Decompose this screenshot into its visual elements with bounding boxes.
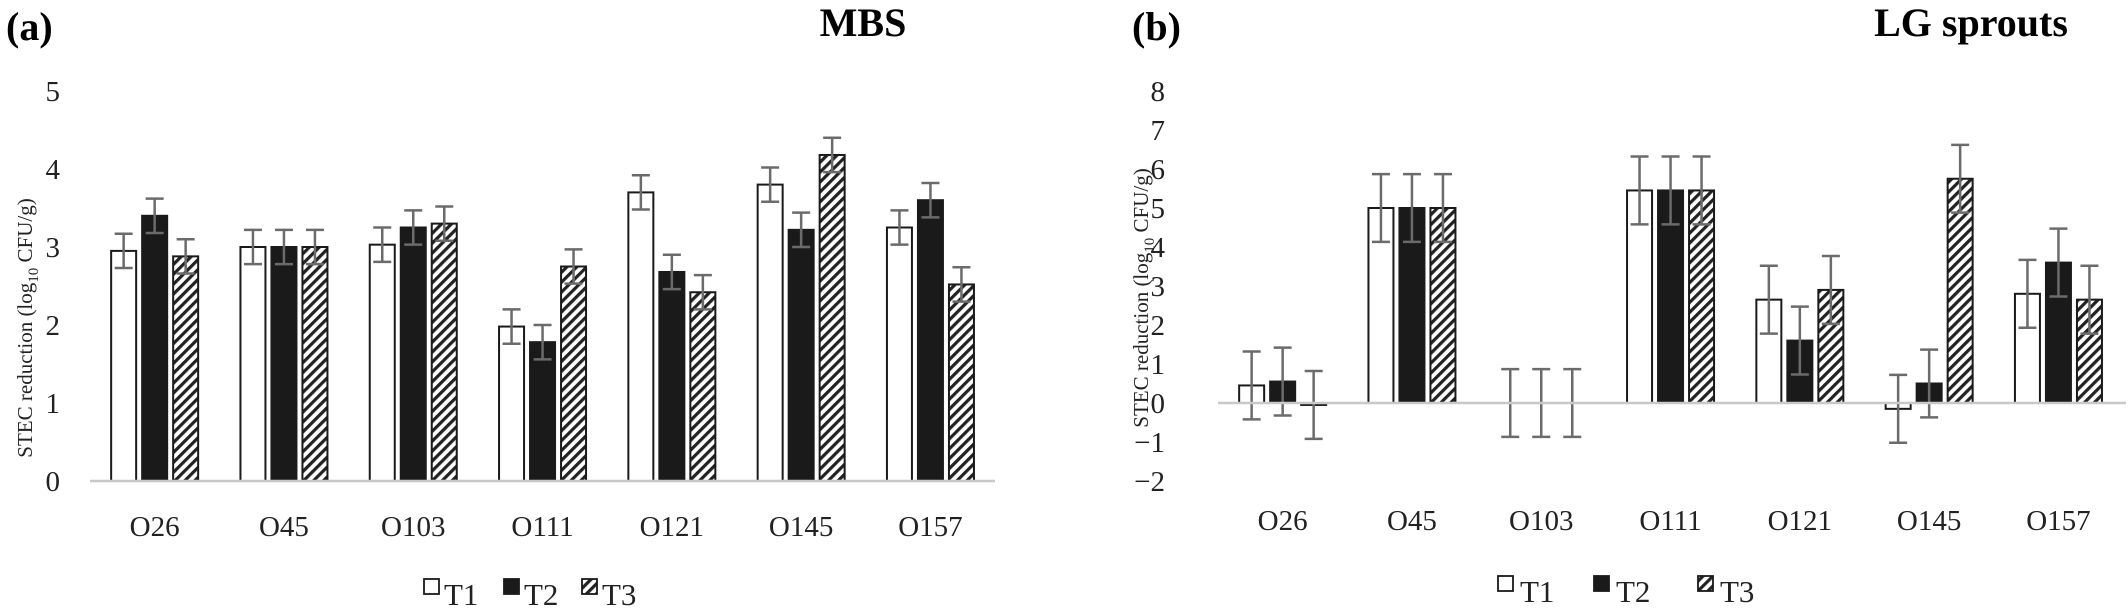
panel-a-bar-t3-o157: [947, 283, 975, 482]
panel-a-bar-t2-o26: [141, 214, 169, 483]
panel-b-legend-swatch-t3: [1697, 575, 1714, 592]
panel-a-x-tick-label: O145: [769, 511, 833, 543]
panel-a-bar-t2-o45: [270, 246, 298, 482]
panel-a-legend-label-t3: T3: [602, 577, 636, 612]
panel-b-legend-swatch-t1: [1497, 575, 1514, 592]
panel-b-x-tick-label: O26: [1258, 505, 1308, 537]
chart-marks: 0 1 2 3 4 5 O26 O45 O103 O111 O121 O145 O157 −2 −1 0 1 2 3…: [46, 76, 2126, 595]
panel-b-letter: (b): [1132, 4, 1181, 49]
panel-a-y-axis-label: STEC reduction (log10 CFU/g): [13, 198, 42, 457]
panel-a-bar-t1-o157: [885, 226, 913, 482]
panel-b-y-axis-label: STEC reduction (log10 CFU/g): [1129, 168, 1158, 427]
panel-a-x-tick-label: O157: [898, 511, 962, 543]
panel-a-bar-t1-o145: [756, 183, 784, 482]
panel-a-y-tick-label: 1: [46, 388, 61, 420]
panel-a-bar-t3-o145: [818, 153, 846, 483]
panel-b-y-axis-label-sub: 10: [1142, 238, 1158, 253]
panel-a-y-tick-label: 5: [46, 76, 61, 108]
panel-a-y-tick-label: 3: [46, 232, 61, 264]
panel-a-y-tick-label: 4: [46, 154, 61, 186]
panel-a-bar-t3-o121: [689, 291, 717, 482]
panel-a-y-axis-label-main: STEC reduction (log: [13, 282, 37, 457]
panel-a-x-tick-label: O26: [130, 511, 180, 543]
panel-b-x-tick-label: O103: [1509, 505, 1573, 537]
panel-a-x-tick-label: O45: [259, 511, 309, 543]
panel-a-legend-swatch-t2: [503, 578, 520, 595]
panel-a-x-tick-label: O111: [511, 511, 573, 543]
panel-b-y-tick-label: 4: [1151, 232, 1166, 264]
panel-a-legend-swatch-t3: [581, 578, 598, 595]
panel-a-bar-t3-o103: [430, 222, 458, 482]
panel-a-y-axis-label-tail: CFU/g): [13, 198, 37, 267]
panel-b-bar-t2-o111: [1657, 189, 1685, 404]
panel-a-bar-t1-o45: [239, 246, 267, 482]
panel-b-y-tick-label: 8: [1151, 76, 1166, 108]
panel-a-bar-t2-o121: [658, 270, 686, 482]
panel-a-legend-swatch-t1: [423, 578, 440, 595]
panel-b-x-tick-label: O145: [1897, 505, 1961, 537]
panel-b-y-tick-label: 2: [1151, 310, 1166, 342]
panel-a-y-tick-label: 0: [46, 466, 61, 498]
panel-a-bar-t2-o103: [399, 226, 427, 482]
panel-b-y-tick-label: 1: [1151, 349, 1166, 381]
panel-b-y-tick-label: 5: [1151, 193, 1166, 225]
panel-a-bar-t2-o157: [916, 199, 944, 482]
panel-a-bar-t2-o145: [787, 228, 815, 482]
panel-a-legend-label-t1: T1: [444, 577, 478, 612]
panel-b-y-tick-label: 0: [1151, 388, 1166, 420]
panel-b-legend-swatch-t2: [1593, 575, 1610, 592]
panel-a-bar-t3-o45: [301, 246, 329, 482]
panel-b-legend-label-t2: T2: [1616, 574, 1650, 609]
panel-b-title: LG sprouts: [1874, 0, 2068, 45]
panel-b-x-tick-label: O121: [1768, 505, 1832, 537]
panel-b-y-tick-label: 6: [1151, 154, 1166, 186]
panel-b-y-tick-label: 3: [1151, 271, 1166, 303]
panel-b-y-axis-label-main: STEC reduction (log: [1129, 252, 1153, 427]
panel-a-x-tick-label: O103: [381, 511, 445, 543]
panel-a-bar-t1-o121: [627, 191, 655, 482]
panel-b-legend-label-t3: T3: [1720, 574, 1754, 609]
panel-a-title: MBS: [820, 0, 907, 45]
panel-b-x-tick-label: O111: [1639, 505, 1701, 537]
panel-a-bar-t1-o26: [110, 249, 138, 482]
panel-a-bar-t1-o103: [368, 243, 396, 482]
panel-b-legend-label-t1: T1: [1520, 574, 1554, 609]
panel-b-y-tick-label: 7: [1151, 115, 1166, 147]
panel-a-bar-t1-o111: [498, 325, 526, 482]
panel-b-x-tick-label: O45: [1387, 505, 1437, 537]
panel-a-y-axis-label-sub: 10: [26, 268, 42, 283]
panel-a-bar-t3-o26: [172, 255, 200, 482]
panel-a-letter: (a): [6, 4, 53, 49]
panel-a-y-tick-label: 2: [46, 310, 61, 342]
panel-b-y-tick-label: −1: [1134, 427, 1165, 459]
panel-a-bar-t2-o111: [529, 341, 557, 482]
panel-a-bar-t3-o111: [560, 265, 588, 482]
panel-b-y-axis-label-tail: CFU/g): [1129, 168, 1153, 237]
panel-a-legend-label-t2: T2: [524, 577, 558, 612]
panel-b-y-tick-label: −2: [1134, 466, 1165, 498]
panel-b-x-tick-label: O157: [2026, 505, 2090, 537]
panel-a-x-tick-label: O121: [640, 511, 704, 543]
